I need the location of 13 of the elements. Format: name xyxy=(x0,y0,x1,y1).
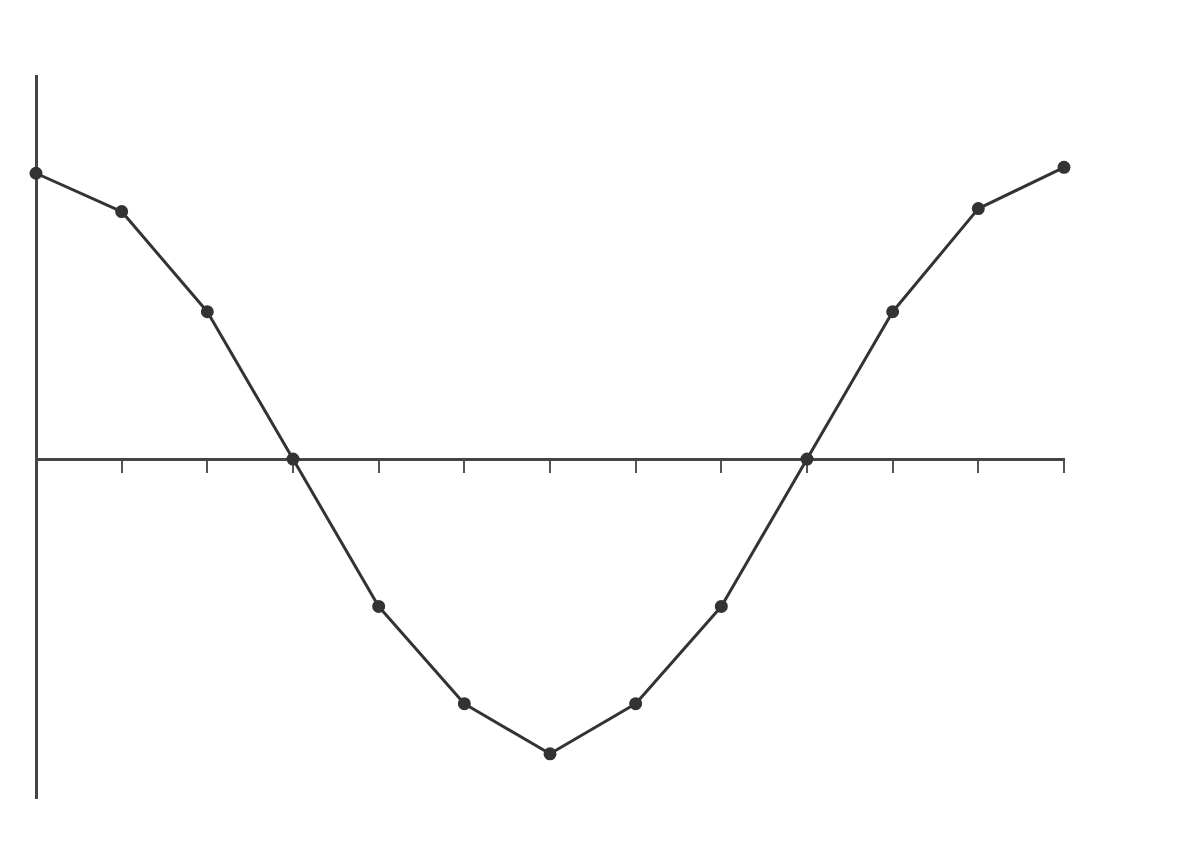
point xyxy=(800,452,814,466)
point xyxy=(543,747,557,761)
point xyxy=(29,166,43,180)
point xyxy=(115,205,129,219)
point xyxy=(457,697,471,711)
point xyxy=(372,599,386,613)
point xyxy=(629,697,643,711)
point xyxy=(200,305,214,319)
point xyxy=(1057,160,1071,174)
point xyxy=(971,202,985,216)
point xyxy=(286,452,300,466)
point xyxy=(886,305,900,319)
point xyxy=(714,599,728,613)
